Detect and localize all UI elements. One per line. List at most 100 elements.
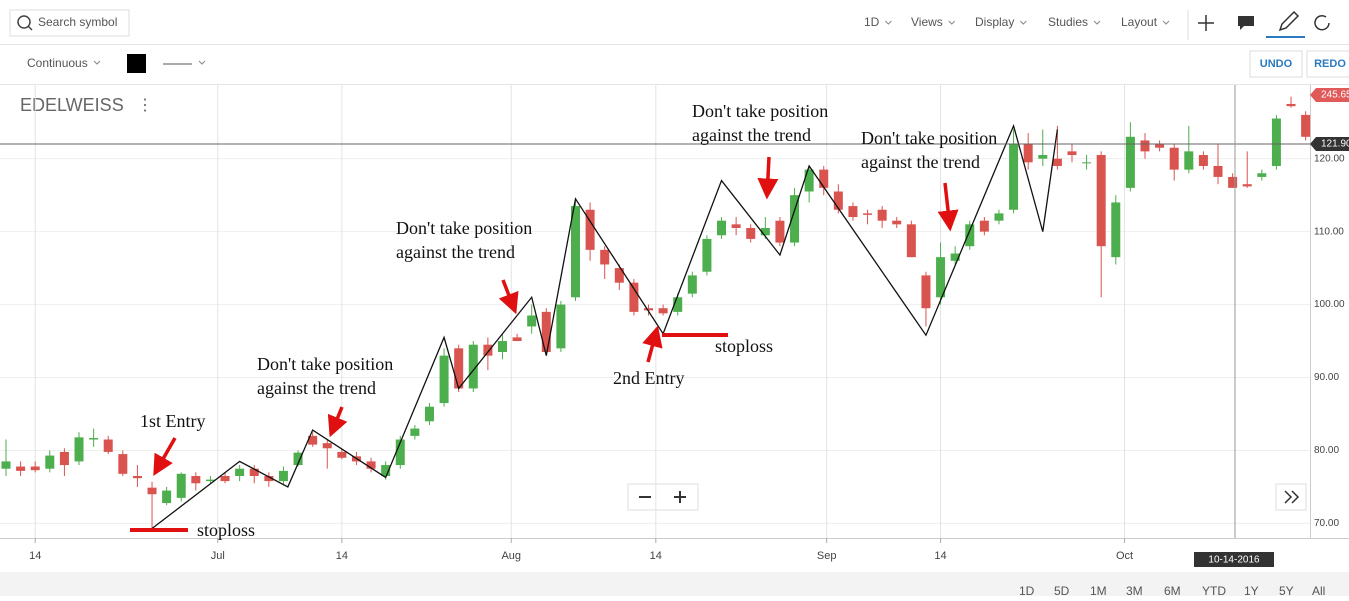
candle-body <box>600 249 610 265</box>
candle-body <box>629 282 639 312</box>
draw-icon[interactable] <box>1278 10 1300 32</box>
candle-body <box>89 438 99 440</box>
candle-body <box>717 220 727 236</box>
candle-body <box>1052 158 1062 166</box>
candle-body <box>118 454 128 474</box>
candle-body <box>848 206 858 218</box>
comment-icon[interactable] <box>1238 16 1254 30</box>
candle-body <box>790 195 800 243</box>
annotation-arrow <box>153 437 177 477</box>
candle-body <box>863 213 873 215</box>
candle-body <box>527 315 537 327</box>
candle-body <box>45 455 55 469</box>
candle-body <box>570 206 580 298</box>
candle-body <box>687 275 697 294</box>
candle-body <box>205 479 215 482</box>
candle-body <box>1096 155 1106 247</box>
range-button[interactable]: 5D <box>1054 584 1070 598</box>
candle-body <box>147 487 157 495</box>
range-button[interactable]: 3M <box>1126 584 1143 598</box>
menu-caret <box>1162 20 1170 25</box>
candle-body <box>162 490 172 503</box>
range-button[interactable]: All <box>1312 584 1325 598</box>
candle-body <box>395 439 405 466</box>
annotation-arrow <box>498 279 519 315</box>
candle-body <box>1067 151 1077 156</box>
symbol-menu[interactable]: ⋮ <box>137 97 153 114</box>
annotation: Don't take position <box>692 101 828 121</box>
candle-body <box>278 470 288 482</box>
candle-body <box>16 466 26 471</box>
candle-body <box>658 308 668 314</box>
annotation: 1st Entry <box>140 411 206 431</box>
range-button[interactable]: 1Y <box>1244 584 1259 598</box>
range-button[interactable]: 1D <box>1019 584 1035 598</box>
x-tick-label: 14 <box>29 550 41 562</box>
candle-body <box>965 224 975 247</box>
y-tick-label: 70.00 <box>1314 518 1339 529</box>
candle-body <box>1009 144 1019 210</box>
annotation: against the trend <box>396 242 515 262</box>
annotation: against the trend <box>861 152 980 172</box>
annotation-arrow <box>642 325 663 363</box>
candle-body <box>512 337 522 342</box>
range-button[interactable]: 6M <box>1164 584 1181 598</box>
candle-body <box>921 275 931 309</box>
reset-icon[interactable] <box>1314 15 1330 31</box>
range-button[interactable]: YTD <box>1202 584 1226 598</box>
candle-body <box>804 169 814 192</box>
undo-button[interactable] <box>1249 50 1303 78</box>
toolbar <box>0 0 1349 44</box>
candle-body <box>1125 136 1135 188</box>
undo-label: UNDO <box>1260 58 1293 70</box>
menu-item[interactable]: 1D <box>864 15 880 29</box>
annotation-arrow <box>757 156 779 200</box>
price-tag <box>1310 137 1349 151</box>
x-tick-label: 14 <box>336 550 348 562</box>
candle-body <box>1257 173 1267 177</box>
redo-button[interactable] <box>1306 50 1349 78</box>
candle-body <box>293 452 303 466</box>
annotation: Don't take position <box>257 354 393 374</box>
range-button[interactable]: 1M <box>1090 584 1107 598</box>
candle-body <box>892 220 902 225</box>
candle-body <box>556 304 566 349</box>
candle-body <box>103 439 113 452</box>
candle-body <box>249 468 259 476</box>
color-picker[interactable] <box>127 54 146 73</box>
continuous-select[interactable]: Continuous <box>27 56 88 70</box>
candle-body <box>191 475 201 484</box>
candle-body <box>994 213 1004 221</box>
candle-body <box>308 435 318 445</box>
y-tick-label: 110.00 <box>1314 226 1344 237</box>
candle-body <box>1140 140 1150 152</box>
candle-body <box>264 475 274 482</box>
candle-body <box>220 475 230 482</box>
candle-body <box>1286 103 1296 107</box>
candle-body <box>746 227 756 239</box>
menu-item[interactable]: Display <box>975 15 1014 29</box>
menu-item[interactable]: Studies <box>1048 15 1088 29</box>
menu-item[interactable]: Layout <box>1121 15 1158 29</box>
add-icon[interactable] <box>1198 15 1214 31</box>
range-button[interactable]: 5Y <box>1279 584 1294 598</box>
candle-body <box>702 238 712 272</box>
x-tick-label: Sep <box>817 550 837 562</box>
zoom-control <box>627 483 699 511</box>
trend-zigzag <box>151 123 1059 530</box>
annotation: against the trend <box>257 378 376 398</box>
candle-body <box>439 355 449 404</box>
candle-body <box>1023 144 1033 163</box>
candle-body <box>1184 151 1194 170</box>
candle-body <box>644 308 654 311</box>
zoom-buttons[interactable] <box>639 491 686 503</box>
candle-body <box>906 224 916 258</box>
candle-body <box>1301 114 1311 137</box>
menu-caret <box>884 20 892 25</box>
candle-body <box>497 341 507 352</box>
x-tick-label: Oct <box>1116 550 1133 562</box>
candle-body <box>483 344 493 356</box>
menu-item[interactable]: Views <box>911 15 943 29</box>
candle-body <box>760 227 770 236</box>
